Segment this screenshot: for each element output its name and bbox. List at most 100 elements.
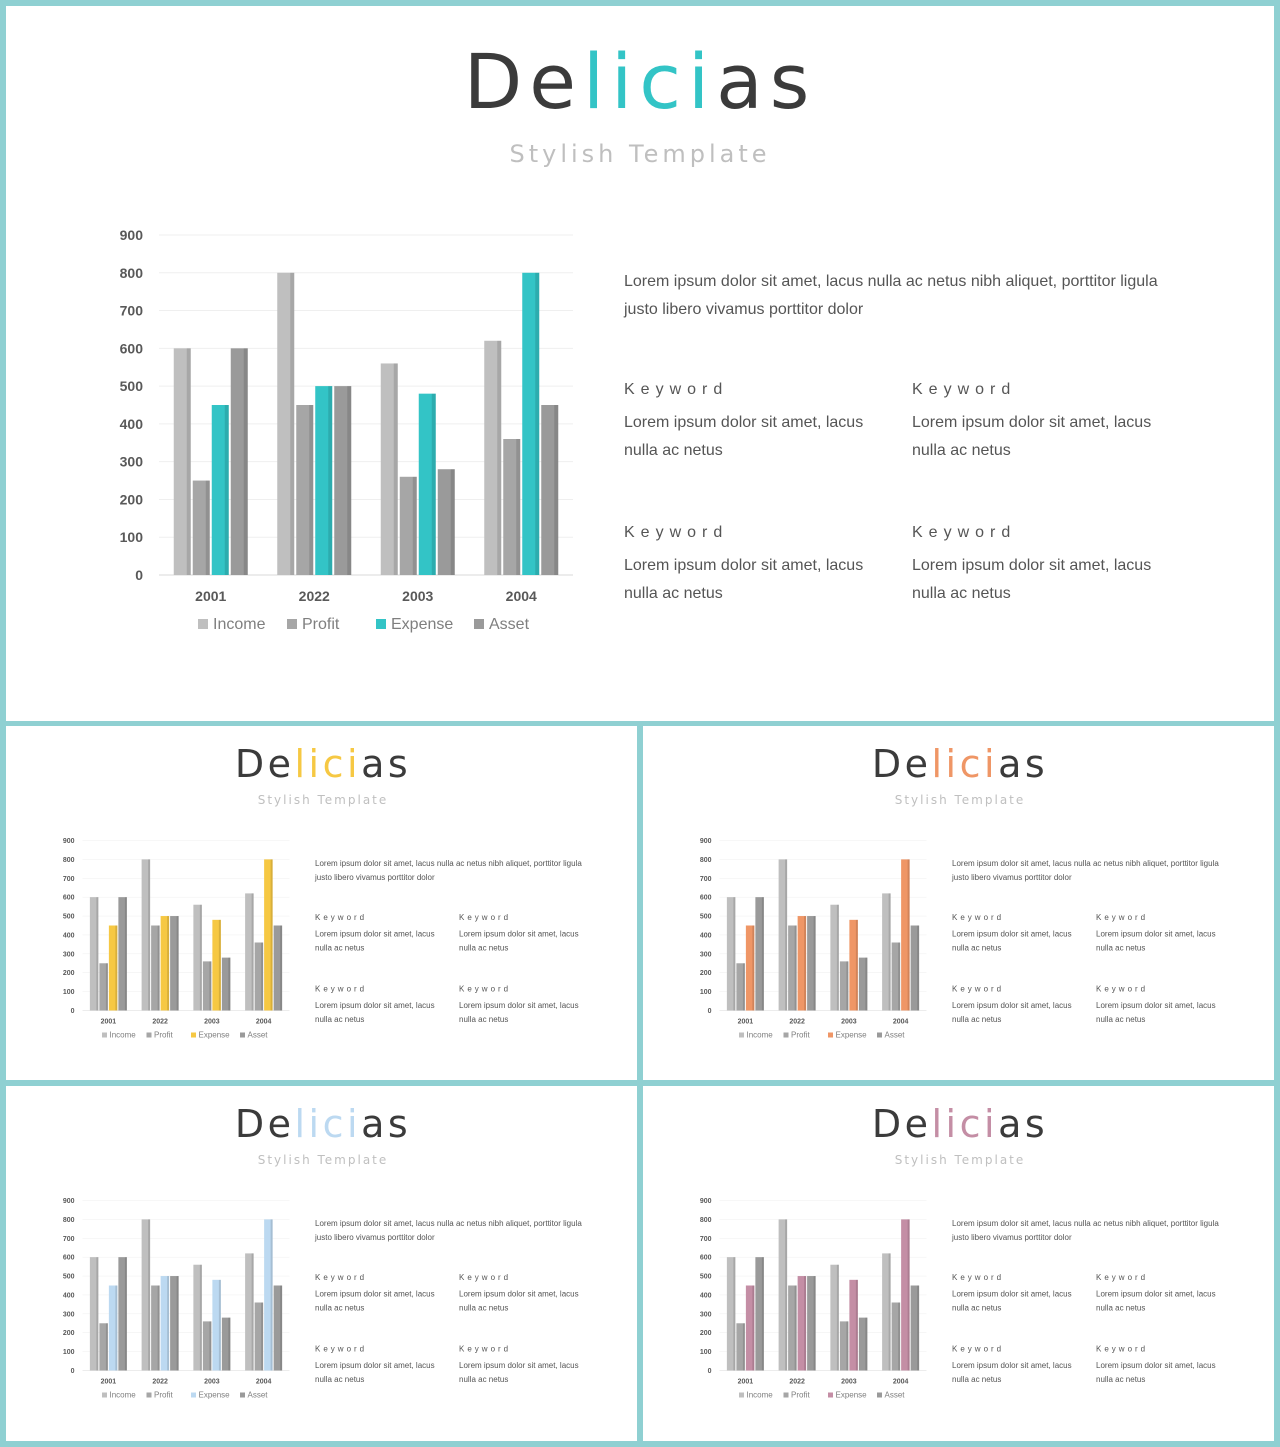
keyword-title: Keyword (1096, 913, 1149, 923)
bar-expense (418, 393, 436, 575)
legend-label: Income (213, 616, 266, 633)
bar-shade (243, 348, 248, 575)
bar-expense (160, 1276, 170, 1371)
keyword-title: Keyword (459, 913, 512, 923)
slide-content: Delicias Stylish Template 0 100 200 300 400 5… (6, 6, 1274, 721)
bar-asset (273, 925, 283, 1011)
x-tick-label: 2003 (402, 588, 433, 604)
y-tick-label: 200 (700, 1330, 712, 1337)
slide-subtitle: Stylish Template (257, 1153, 389, 1167)
bar-shade (752, 1285, 755, 1371)
bar-profit (202, 1321, 212, 1371)
bar-asset (230, 348, 248, 575)
bar-shade (347, 386, 352, 575)
y-tick-label: 600 (63, 895, 75, 902)
bar-income (193, 904, 202, 1011)
keyword-text: Lorem ipsum dolor sit amet, lacus nulla … (459, 930, 579, 953)
bar-shade (813, 1276, 816, 1371)
title-part-accent: lici (931, 741, 999, 786)
keyword-block-3: Keyword Lorem ipsum dolor sit amet, lacu… (952, 1345, 1087, 1387)
bar-income (882, 1253, 891, 1371)
keyword-text: Lorem ipsum dolor sit amet, lacus nulla … (1096, 1290, 1216, 1313)
bar-income (89, 1257, 99, 1371)
bar-shade (761, 1257, 764, 1371)
bar-shade (804, 1276, 807, 1371)
keyword-block-2: Keyword Lorem ipsum dolor sit amet, lacu… (459, 1274, 594, 1316)
bar-profit (151, 925, 160, 1011)
bar-shade (199, 904, 202, 1011)
bar-income (245, 893, 254, 1011)
bar-income (277, 272, 295, 575)
y-tick-label: 500 (700, 914, 712, 921)
keyword-block-4: Keyword Lorem ipsum dolor sit amet, lacu… (459, 1345, 594, 1387)
slide-title: Delicias (643, 1105, 1274, 1143)
bar-shade (167, 1276, 170, 1371)
title-part-accent: lici (294, 1101, 362, 1146)
y-tick-label: 300 (63, 1311, 75, 1318)
y-tick-label: 600 (120, 340, 144, 356)
bar-asset (807, 916, 816, 1011)
bar-asset (170, 916, 179, 1011)
keyword-text: Lorem ipsum dolor sit amet, lacus nulla … (315, 1361, 435, 1385)
legend-swatch (240, 1032, 245, 1038)
description-text: Lorem ipsum dolor sit amet, lacus nulla … (624, 273, 1158, 318)
bar-expense (849, 919, 858, 1011)
y-tick-label: 900 (700, 838, 712, 845)
y-tick-label: 400 (63, 1292, 75, 1299)
legend-label: Asset (248, 1391, 269, 1400)
bar-profit (151, 1285, 160, 1371)
slide-orange: Delicias Stylish Template 0 100 200 300 400 5… (643, 726, 1274, 1080)
bar-shade (124, 897, 127, 1011)
slide-subtitle: Stylish Template (894, 793, 1026, 807)
legend-label: Income (747, 1031, 774, 1040)
legend-label: Profit (791, 1031, 810, 1040)
keyword-text: Lorem ipsum dolor sit amet, lacus nulla … (459, 1361, 579, 1385)
keyword-block-4: Keyword Lorem ipsum dolor sit amet, lacu… (1096, 1345, 1231, 1387)
bar-shade (516, 439, 521, 575)
x-tick-label: 2022 (299, 588, 330, 604)
bar-shade (209, 1321, 212, 1371)
legend-swatch (102, 1032, 107, 1038)
keyword-block-4: Keyword Lorem ipsum dolor sit amet, lacu… (459, 985, 594, 1027)
y-tick-label: 300 (700, 1311, 712, 1318)
legend-label: Income (747, 1391, 774, 1400)
bar-shade (205, 480, 210, 575)
slide-content: Delicias Stylish Template 0 100 200 300 400 5… (6, 726, 637, 1080)
bar-asset (858, 957, 868, 1011)
keyword-block-3: Keyword Lorem ipsum dolor sit amet, lacu… (952, 985, 1087, 1027)
y-tick-label: 700 (63, 1236, 75, 1243)
bar-shade (218, 1279, 221, 1371)
slide-mauve: Delicias Stylish Template 0 100 200 300 400 5… (643, 1086, 1274, 1441)
slide-main: Delicias Stylish Template 0 100 200 300 400 5… (6, 6, 1274, 721)
keyword-title: Keyword (912, 381, 1017, 398)
bar-asset (910, 1285, 920, 1371)
bar-income (380, 363, 398, 575)
bar-shade (431, 393, 436, 575)
legend-swatch (783, 1032, 789, 1038)
keyword-text: Lorem ipsum dolor sit amet, lacus nulla … (1096, 1001, 1216, 1025)
bar-profit (839, 1321, 849, 1371)
y-tick-label: 700 (700, 1236, 712, 1243)
y-tick-label: 800 (120, 265, 144, 281)
bar-profit (503, 439, 521, 575)
legend-swatch (828, 1392, 833, 1398)
keyword-title: Keyword (315, 913, 368, 923)
bar-income (882, 893, 891, 1011)
bar-asset (118, 897, 127, 1011)
bar-shade (186, 348, 191, 575)
legend-swatch (828, 1032, 833, 1038)
keyword-block-2: Keyword Lorem ipsum dolor sit amet, lacu… (1096, 1274, 1231, 1316)
keyword-block-1: Keyword Lorem ipsum dolor sit amet, lacu… (315, 1274, 450, 1316)
legend-label: Expense (836, 1391, 868, 1400)
bar-shade (794, 925, 797, 1011)
bar-shade (209, 961, 212, 1011)
y-tick-label: 100 (120, 529, 144, 545)
keyword-title: Keyword (459, 1273, 512, 1283)
legend-swatch (146, 1392, 152, 1398)
y-tick-label: 600 (63, 1255, 75, 1262)
bar-income (89, 897, 99, 1011)
bar-chart: 0 100 200 300 400 500 600 700 800 900 2001 2022 2003… (63, 1198, 290, 1400)
slide-subtitle: Stylish Template (894, 1153, 1026, 1167)
x-tick-label: 2001 (738, 1379, 754, 1386)
x-tick-label: 2022 (789, 1019, 805, 1026)
